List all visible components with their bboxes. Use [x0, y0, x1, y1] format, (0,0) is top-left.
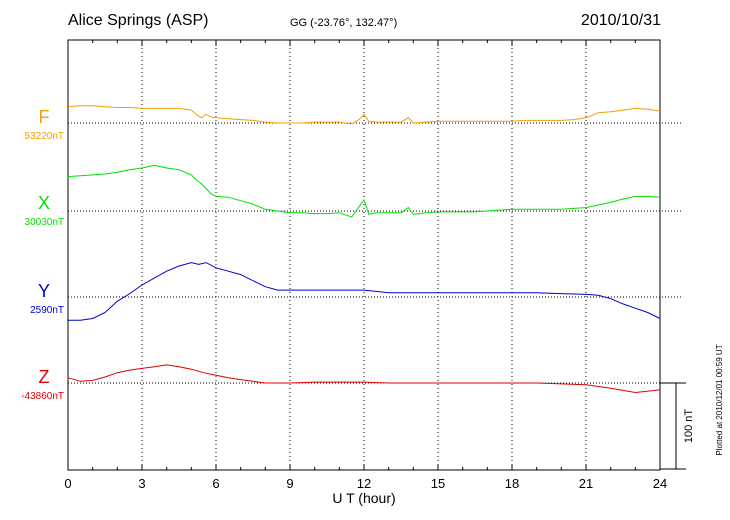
series-line-f: [67, 105, 661, 125]
series-baseline-z: -43860nT: [21, 391, 64, 402]
series-baseline-y: 2590nT: [30, 305, 64, 316]
series-group: F 53220nT X 30030nT Y 2590nT Z -43860nT: [21, 105, 682, 402]
series-name-y: Y: [38, 281, 50, 301]
x-axis-label: U T (hour): [332, 490, 395, 506]
x-tick-label: 0: [64, 476, 71, 491]
series-baseline-f: 53220nT: [25, 131, 64, 142]
x-axis-ticks: 0 3 6 9 12 15 18 21 24: [64, 40, 667, 491]
series-name-z: Z: [39, 367, 50, 387]
x-tick-label: 9: [286, 476, 293, 491]
series-line-x: [67, 164, 661, 218]
x-tick-label: 18: [505, 476, 519, 491]
x-tick-label: 21: [579, 476, 593, 491]
chart-title: Alice Springs (ASP): [68, 12, 209, 29]
chart-subtitle: GG (-23.76°, 132.47°): [290, 17, 397, 29]
series-baseline-x: 30030nT: [25, 217, 64, 228]
series-line-y: [68, 262, 661, 321]
chart-date: 2010/10/31: [581, 12, 661, 29]
plot-note: Plotted at 2010/12/01 00:59 UT: [715, 344, 724, 455]
series-line-z: [67, 364, 661, 394]
x-tick-label: 6: [212, 476, 219, 491]
x-tick-label: 12: [357, 476, 371, 491]
x-tick-label: 15: [431, 476, 445, 491]
grid-lines: [141, 40, 587, 470]
x-tick-label: 24: [653, 476, 667, 491]
scale-bar: 100 nT: [660, 382, 695, 470]
x-tick-label: 3: [138, 476, 145, 491]
scale-bar-label: 100 nT: [683, 409, 695, 444]
series-name-f: F: [39, 107, 50, 127]
series-name-x: X: [38, 193, 50, 213]
